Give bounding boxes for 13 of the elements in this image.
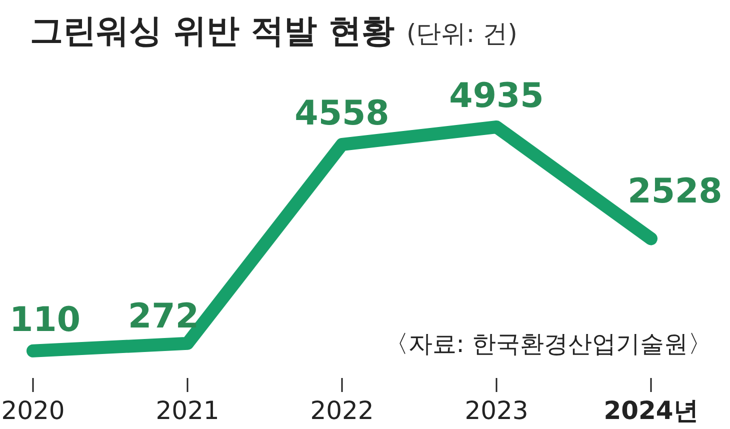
data-label: 110: [10, 300, 80, 340]
x-tick-label: 2024년: [604, 396, 698, 425]
x-tick-label: 2022: [310, 396, 374, 425]
x-tick-label: 2023: [464, 396, 528, 425]
data-label: 4558: [294, 93, 390, 134]
x-tick-label: 2020: [1, 396, 65, 425]
chart-title: 그린워싱 위반 적발 현황: [30, 11, 394, 50]
data-label: 4935: [449, 76, 544, 116]
chart-subtitle: (단위: 건): [406, 19, 518, 48]
data-label: 272: [128, 296, 199, 336]
annotation: 〈자료: 한국환경산업기술원〉: [384, 330, 712, 358]
data-label: 2528: [628, 172, 722, 212]
x-tick-label: 2021: [156, 396, 220, 425]
